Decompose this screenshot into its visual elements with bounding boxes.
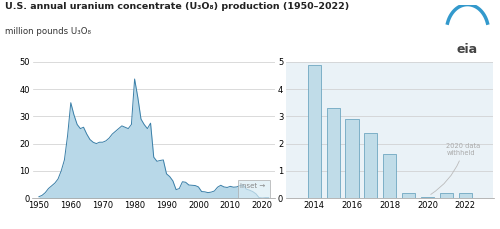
Text: million pounds U₃O₈: million pounds U₃O₈ — [5, 27, 91, 36]
Text: inset →: inset → — [240, 183, 266, 189]
Bar — [383, 155, 396, 198]
Text: 2020 data
withheld: 2020 data withheld — [431, 142, 480, 194]
Bar — [402, 194, 415, 198]
Bar — [364, 133, 378, 198]
FancyBboxPatch shape — [238, 180, 270, 198]
Text: eia: eia — [457, 43, 478, 56]
Bar — [326, 108, 340, 198]
Bar — [458, 194, 472, 198]
Text: U.S. annual uranium concentrate (U₃O₈) production (1950–2022): U.S. annual uranium concentrate (U₃O₈) p… — [5, 2, 349, 11]
Bar — [308, 65, 321, 198]
Bar — [440, 194, 453, 198]
Bar — [346, 119, 358, 198]
Bar — [421, 197, 434, 198]
